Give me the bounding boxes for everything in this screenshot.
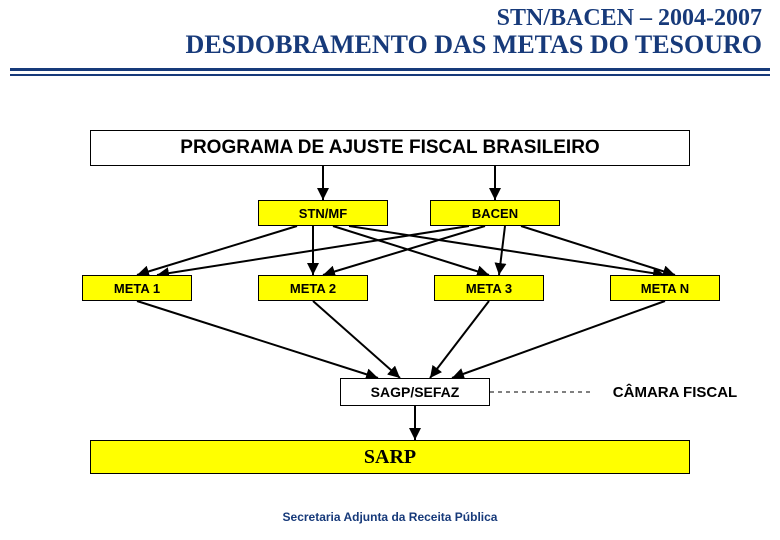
title-block: STN/BACEN – 2004-2007 DESDOBRAMENTO DAS … [0,6,780,58]
node-meta3: META 3 [434,275,544,301]
edge-12 [430,301,489,378]
edge-5 [349,226,665,275]
edge-7 [323,226,485,275]
title-rule-bottom [10,74,770,76]
edge-13 [452,301,665,378]
edge-6 [157,226,469,275]
node-meta1: META 1 [82,275,192,301]
edge-9 [521,226,675,275]
node-camara: CÂMARA FISCAL [590,378,760,406]
edge-11 [313,301,400,378]
node-sagp: SAGP/SEFAZ [340,378,490,406]
node-bacen: BACEN [430,200,560,226]
node-sarp: SARP [90,440,690,474]
edge-8 [499,226,505,275]
node-programa: PROGRAMA DE AJUSTE FISCAL BRASILEIRO [90,130,690,166]
title-rule-top [10,68,770,71]
node-stnmf: STN/MF [258,200,388,226]
edge-2 [137,226,297,275]
footer-text: Secretaria Adjunta da Receita Pública [0,510,780,524]
edge-10 [137,301,378,378]
slide-root: { "type": "flowchart", "canvas": { "widt… [0,0,780,540]
edge-4 [333,226,489,275]
node-metan: META N [610,275,720,301]
title-line-1: STN/BACEN – 2004-2007 [0,6,762,31]
title-line-2: DESDOBRAMENTO DAS METAS DO TESOURO [0,31,762,58]
node-meta2: META 2 [258,275,368,301]
